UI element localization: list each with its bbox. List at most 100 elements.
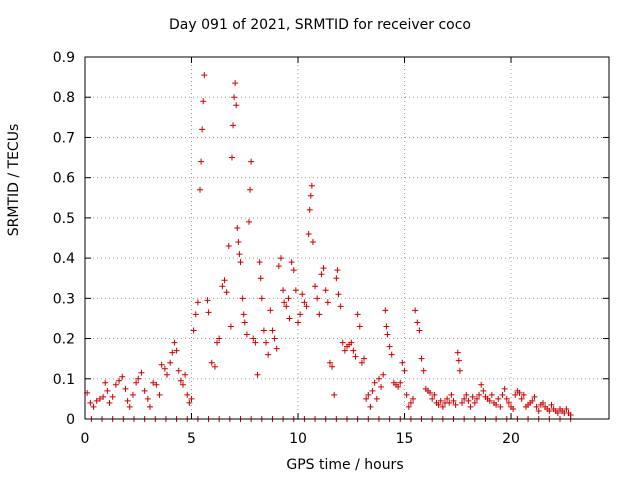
data-point — [356, 323, 363, 330]
data-point — [227, 323, 234, 330]
data-point — [397, 379, 404, 386]
data-point — [380, 371, 387, 378]
data-point — [473, 395, 480, 402]
data-point — [554, 409, 561, 416]
data-point — [510, 405, 517, 412]
data-point — [237, 259, 244, 266]
data-point — [329, 363, 336, 370]
data-point — [452, 401, 459, 408]
y-tick-label: 0.5 — [53, 211, 75, 227]
data-point — [539, 399, 546, 406]
data-point — [252, 339, 259, 346]
data-point — [234, 224, 241, 231]
data-point — [295, 319, 302, 326]
data-point — [322, 287, 329, 294]
data-point — [497, 403, 504, 410]
data-point — [339, 339, 346, 346]
data-point — [486, 397, 493, 404]
data-point — [235, 239, 242, 246]
data-point — [230, 122, 237, 129]
data-point — [250, 335, 257, 342]
data-point — [365, 391, 372, 398]
data-point — [223, 289, 230, 296]
data-point — [184, 391, 191, 398]
data-point — [241, 319, 248, 326]
y-tick-label: 0.9 — [53, 50, 75, 66]
data-point — [308, 182, 315, 189]
data-point — [418, 355, 425, 362]
data-point — [269, 327, 276, 334]
data-point — [236, 251, 243, 258]
data-point — [461, 395, 468, 402]
data-point — [350, 347, 357, 354]
data-point — [175, 367, 182, 374]
data-point — [271, 335, 278, 342]
data-point — [420, 367, 427, 374]
data-point — [239, 295, 246, 302]
data-point — [219, 283, 226, 290]
data-point — [331, 391, 338, 398]
data-point — [334, 267, 341, 274]
data-point — [386, 343, 393, 350]
data-point — [122, 385, 129, 392]
data-point — [405, 403, 412, 410]
data-point — [182, 371, 189, 378]
data-point — [265, 351, 272, 358]
data-point — [316, 311, 323, 318]
data-point — [246, 218, 253, 225]
data-point — [512, 391, 519, 398]
data-point — [416, 327, 423, 334]
data-point — [480, 387, 487, 394]
data-point — [277, 255, 284, 262]
data-point — [324, 299, 331, 306]
y-tick-label: 0.2 — [53, 332, 75, 348]
x-tick-label: 20 — [502, 431, 520, 447]
data-point — [503, 395, 510, 402]
data-point — [493, 401, 500, 408]
data-point — [444, 395, 451, 402]
x-tick-label: 15 — [396, 431, 414, 447]
y-tick-label: 0.3 — [53, 291, 75, 307]
data-point — [467, 403, 474, 410]
data-point — [563, 405, 570, 412]
data-point — [375, 375, 382, 382]
data-point — [257, 275, 264, 282]
x-tick-label: 10 — [289, 431, 307, 447]
data-point — [488, 391, 495, 398]
data-point — [104, 387, 111, 394]
data-point — [429, 395, 436, 402]
data-point — [320, 265, 327, 272]
data-point — [501, 385, 508, 392]
y-tick-label: 0.1 — [53, 372, 75, 388]
data-point — [201, 72, 208, 79]
data-point — [167, 359, 174, 366]
data-point — [135, 375, 142, 382]
data-point — [369, 387, 376, 394]
data-point — [138, 369, 145, 376]
data-point — [326, 359, 333, 366]
data-point — [303, 303, 310, 310]
data-point — [454, 349, 461, 356]
data-point — [133, 379, 140, 386]
data-point — [520, 391, 527, 398]
data-point — [208, 359, 215, 366]
data-point — [112, 381, 119, 388]
data-point — [403, 391, 410, 398]
data-point — [280, 287, 287, 294]
data-point — [546, 407, 553, 414]
data-point — [100, 393, 107, 400]
data-point — [233, 102, 240, 109]
data-point — [495, 395, 502, 402]
data-point — [102, 379, 109, 386]
gridlines — [85, 57, 609, 419]
data-point — [290, 267, 297, 274]
data-point — [116, 377, 123, 384]
data-point — [395, 383, 402, 390]
data-point — [529, 397, 536, 404]
data-point — [499, 391, 506, 398]
data-point — [119, 373, 126, 380]
data-point — [129, 391, 136, 398]
data-point — [161, 365, 168, 372]
data-point — [450, 397, 457, 404]
